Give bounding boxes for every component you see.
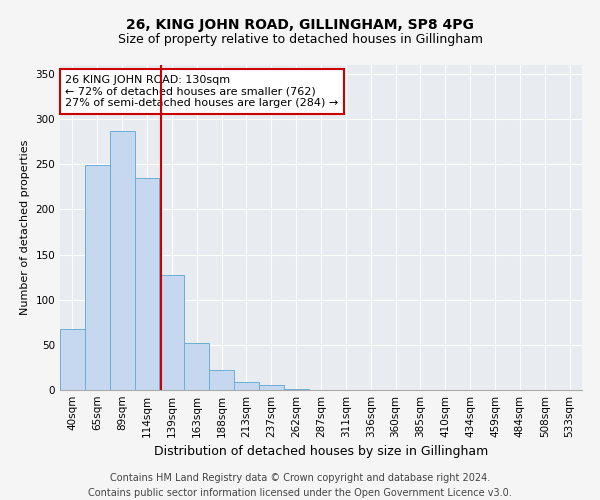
Text: 26 KING JOHN ROAD: 130sqm
← 72% of detached houses are smaller (762)
27% of semi: 26 KING JOHN ROAD: 130sqm ← 72% of detac… <box>65 74 338 108</box>
Bar <box>110 131 134 390</box>
Text: Contains HM Land Registry data © Crown copyright and database right 2024.
Contai: Contains HM Land Registry data © Crown c… <box>88 472 512 498</box>
Bar <box>85 165 110 390</box>
Bar <box>134 178 160 390</box>
Bar <box>160 276 184 390</box>
Bar <box>60 328 85 390</box>
Bar <box>184 343 209 390</box>
Text: Size of property relative to detached houses in Gillingham: Size of property relative to detached ho… <box>118 32 482 46</box>
Bar <box>234 382 259 390</box>
Bar <box>259 386 284 390</box>
Text: 26, KING JOHN ROAD, GILLINGHAM, SP8 4PG: 26, KING JOHN ROAD, GILLINGHAM, SP8 4PG <box>126 18 474 32</box>
Y-axis label: Number of detached properties: Number of detached properties <box>20 140 30 315</box>
X-axis label: Distribution of detached houses by size in Gillingham: Distribution of detached houses by size … <box>154 446 488 458</box>
Bar <box>284 389 308 390</box>
Bar <box>209 370 234 390</box>
